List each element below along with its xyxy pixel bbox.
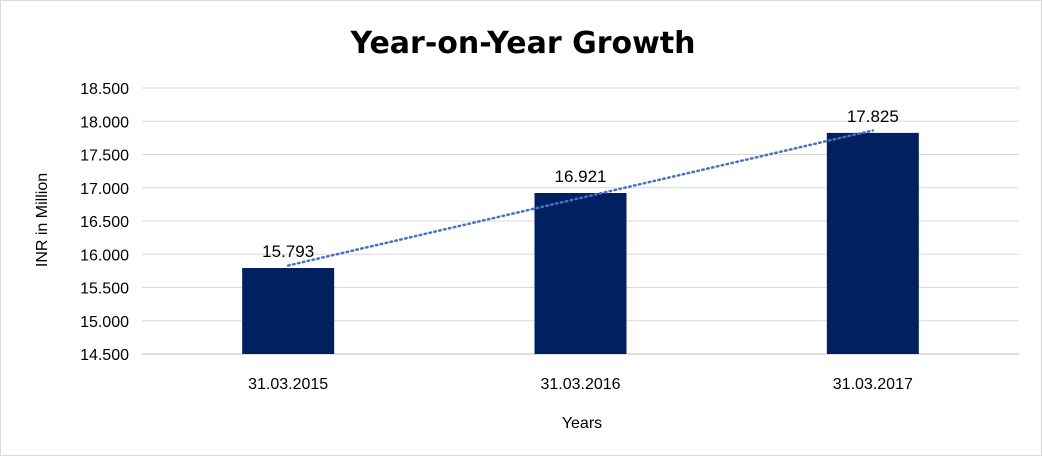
data-labels: 15.793 16.921 17.825 xyxy=(262,107,899,261)
y-tick-label: 18.500 xyxy=(80,81,129,98)
bar xyxy=(534,193,627,354)
y-tick-label: 15.500 xyxy=(80,281,129,298)
y-tick-label: 15.000 xyxy=(80,314,129,331)
y-axis-title: INR in Million xyxy=(34,173,51,267)
x-axis-ticks: 31.03.2015 31.03.2016 31.03.2017 xyxy=(248,376,913,393)
y-tick-label: 17.500 xyxy=(80,148,129,165)
x-tick-label: 31.03.2016 xyxy=(540,376,620,393)
chart-title: Year-on-Year Growth xyxy=(349,26,695,61)
x-tick-label: 31.03.2017 xyxy=(833,376,913,393)
y-tick-label: 17.000 xyxy=(80,181,129,198)
data-label: 15.793 xyxy=(262,242,314,261)
x-axis-title: Years xyxy=(562,415,602,432)
bars xyxy=(242,132,919,354)
bar xyxy=(242,268,335,354)
bar xyxy=(826,132,919,354)
y-tick-label: 16.500 xyxy=(80,214,129,231)
y-tick-label: 14.500 xyxy=(80,347,129,364)
y-axis-ticks: 14.500 15.000 15.500 16.000 16.500 17.000 17.5… xyxy=(80,81,129,364)
data-label: 17.825 xyxy=(847,107,899,126)
trendline-group xyxy=(286,129,875,267)
y-tick-label: 16.000 xyxy=(80,247,129,264)
y-tick-label: 18.000 xyxy=(80,114,129,131)
x-tick-label: 31.03.2015 xyxy=(248,376,328,393)
trendline xyxy=(286,129,875,267)
data-label: 16.921 xyxy=(555,167,607,186)
